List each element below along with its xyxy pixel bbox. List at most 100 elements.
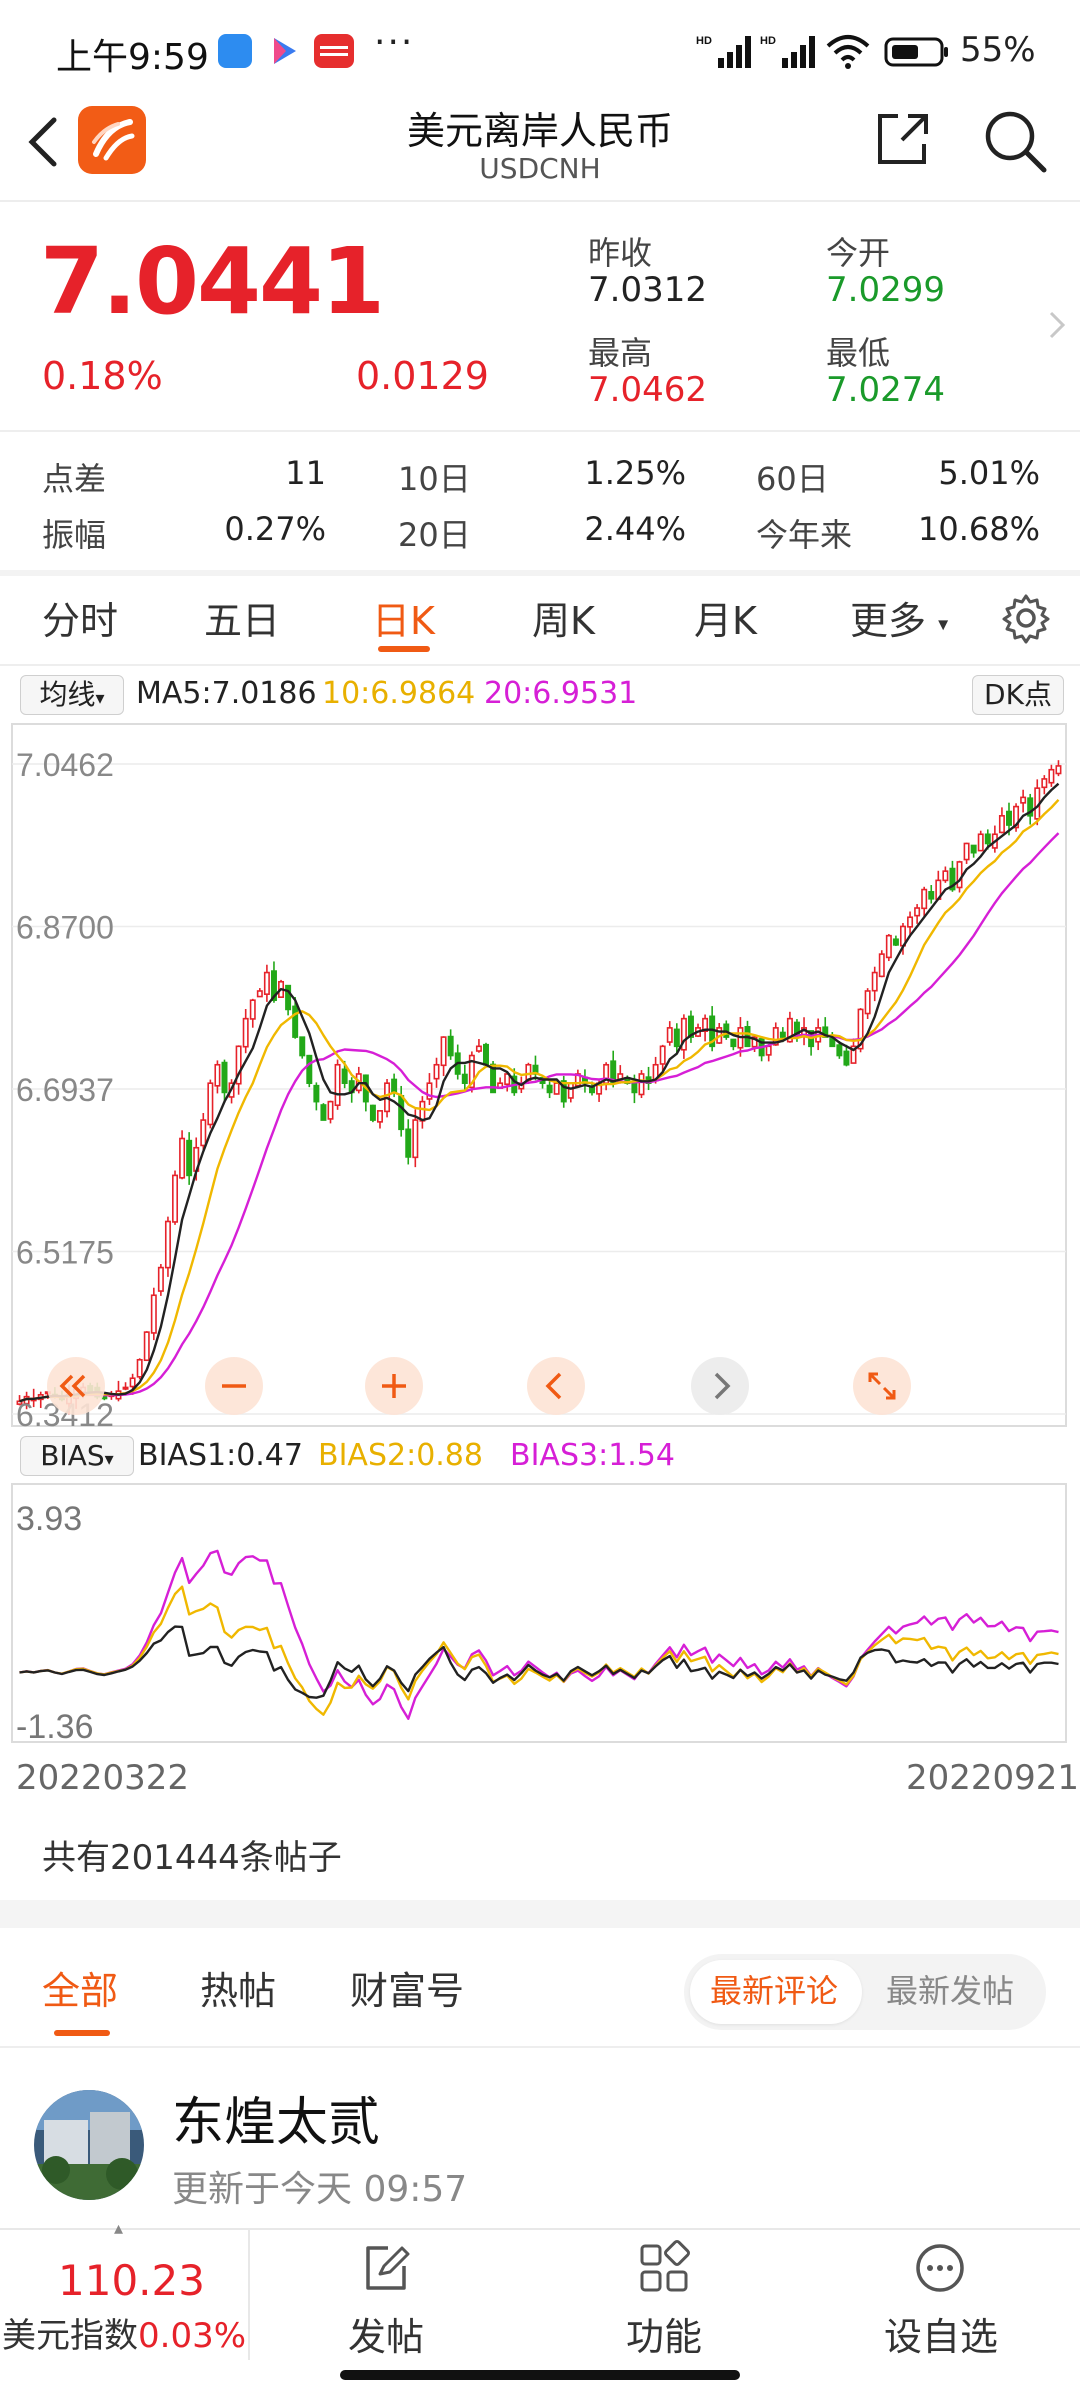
- candle: [673, 1023, 680, 1053]
- change-percent: 0.18%: [42, 354, 163, 398]
- nav-watchlist-label[interactable]: 设自选: [883, 2315, 998, 2359]
- candle: [836, 1041, 843, 1059]
- ma10-line: [19, 798, 1060, 1403]
- forum-tab-indicator: [54, 2030, 110, 2036]
- candle: [306, 1054, 313, 1088]
- zoom-out-icon[interactable]: [204, 1356, 264, 1420]
- zoom-in-icon[interactable]: [364, 1356, 424, 1420]
- prev-close-value: 7.0312: [588, 270, 707, 310]
- index-value[interactable]: 110.23: [58, 2256, 205, 2305]
- candle: [687, 1010, 694, 1043]
- tab-five-day[interactable]: 五日: [204, 599, 281, 643]
- tab-intraday[interactable]: 分时: [42, 599, 119, 643]
- active-tab-indicator: [378, 646, 430, 652]
- status-time: 上午9:59: [56, 37, 209, 78]
- candle: [659, 1044, 666, 1072]
- bottom-nav: ▴ 110.23 美元指数0.03% 发帖 功能: [0, 2218, 1080, 2360]
- ma20-readout: 20:6.9531: [484, 676, 638, 711]
- indicator-selector-label: BIAS: [40, 1439, 105, 1472]
- bias3-readout: BIAS3:1.54: [510, 1438, 675, 1473]
- candle: [186, 1132, 193, 1185]
- candle: [970, 844, 977, 858]
- share-icon[interactable]: [872, 106, 932, 174]
- bias1-line: [19, 1625, 1059, 1699]
- forum-tab-fortune[interactable]: 财富号: [350, 1969, 465, 2013]
- expand-chevron-icon[interactable]: [1046, 308, 1068, 346]
- candle: [645, 1066, 652, 1091]
- bias1-readout: BIAS1:0.47: [138, 1438, 303, 1473]
- candle: [475, 1039, 482, 1053]
- candle: [1041, 775, 1048, 795]
- candle: [256, 988, 263, 998]
- add-watchlist-icon[interactable]: [912, 2240, 968, 2300]
- candle: [843, 1044, 850, 1067]
- function-grid-icon[interactable]: [636, 2240, 692, 2300]
- candle: [313, 1082, 320, 1111]
- index-widget[interactable]: 美元指数0.03%: [2, 2308, 246, 2357]
- avatar[interactable]: [34, 2090, 144, 2204]
- d60-value: 5.01%: [938, 454, 1040, 492]
- nav-divider: [248, 2230, 250, 2360]
- app-logo-icon[interactable]: [78, 106, 146, 178]
- nav-post-label[interactable]: 发帖: [347, 2315, 424, 2359]
- bias-chart[interactable]: 3.93 -1.36: [0, 1480, 1080, 1746]
- nav-function-label[interactable]: 功能: [625, 2315, 702, 2359]
- ytd-label: 今年来: [756, 516, 853, 554]
- home-indicator: [340, 2370, 740, 2380]
- open-value: 7.0299: [826, 270, 945, 310]
- section-separator: [0, 1900, 1080, 1928]
- signal-icon: HD: [696, 32, 752, 74]
- dk-points-button[interactable]: DK点: [972, 675, 1064, 715]
- tab-daily-k[interactable]: 日K: [372, 599, 435, 643]
- candle: [998, 807, 1005, 834]
- candle: [553, 1082, 560, 1095]
- scroll-left-fast-icon[interactable]: [46, 1356, 106, 1420]
- video-app-icon: [266, 34, 300, 68]
- candle: [864, 988, 871, 1020]
- candle: [249, 998, 256, 1028]
- forum-tab-all[interactable]: 全部: [42, 1969, 119, 2013]
- caret-down-icon: ▾: [95, 688, 105, 709]
- edit-post-icon[interactable]: [358, 2240, 414, 2300]
- candle: [263, 964, 270, 1002]
- candle: [1020, 789, 1027, 813]
- bias-chart-frame: [11, 1483, 1067, 1743]
- sort-latest-post[interactable]: 最新发帖: [886, 1972, 1015, 2010]
- y-tick-label: 6.8700: [16, 909, 114, 945]
- settings-gear-icon[interactable]: [1000, 592, 1052, 648]
- candle: [921, 886, 928, 917]
- sort-toggle-active-bg: [690, 1960, 862, 2024]
- forum-tab-hot[interactable]: 热帖: [200, 1969, 277, 2013]
- sort-latest-comment[interactable]: 最新评论: [710, 1972, 839, 2010]
- back-icon[interactable]: [22, 110, 66, 178]
- scroll-left-icon[interactable]: [526, 1356, 586, 1420]
- candle: [1027, 793, 1034, 825]
- spread-value: 11: [285, 454, 326, 492]
- candle: [179, 1130, 186, 1180]
- candle: [157, 1263, 164, 1296]
- index-change: 0.03%: [138, 2316, 247, 2356]
- candle: [907, 911, 914, 937]
- svg-text:HD: HD: [696, 35, 712, 47]
- fullscreen-icon[interactable]: [852, 1356, 912, 1420]
- candle: [447, 1029, 454, 1060]
- tab-monthly-k[interactable]: 月K: [694, 599, 757, 643]
- amplitude-label: 振幅: [42, 516, 107, 554]
- ma-selector[interactable]: 均线▾: [20, 675, 124, 715]
- tab-more[interactable]: 更多 ▾: [850, 590, 948, 645]
- candle: [122, 1382, 129, 1391]
- scroll-right-icon[interactable]: [690, 1356, 750, 1420]
- x-axis-start-label: 20220322: [16, 1758, 190, 1798]
- candle: [150, 1287, 157, 1341]
- search-icon[interactable]: [980, 106, 1050, 180]
- post-author[interactable]: 东煌太贰: [172, 2093, 381, 2153]
- candle: [433, 1057, 440, 1088]
- candle: [680, 1014, 687, 1059]
- signal-icon-2: HD: [760, 32, 816, 74]
- high-value: 7.0462: [588, 370, 707, 410]
- candle: [1013, 803, 1020, 832]
- candle: [320, 1103, 327, 1121]
- tab-weekly-k[interactable]: 周K: [532, 599, 595, 643]
- indicator-selector[interactable]: BIAS▾: [20, 1436, 134, 1476]
